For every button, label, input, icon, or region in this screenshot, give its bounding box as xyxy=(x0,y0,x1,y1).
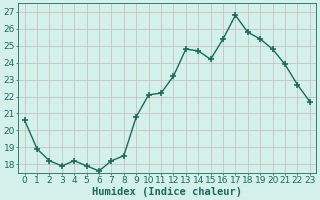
X-axis label: Humidex (Indice chaleur): Humidex (Indice chaleur) xyxy=(92,186,242,197)
